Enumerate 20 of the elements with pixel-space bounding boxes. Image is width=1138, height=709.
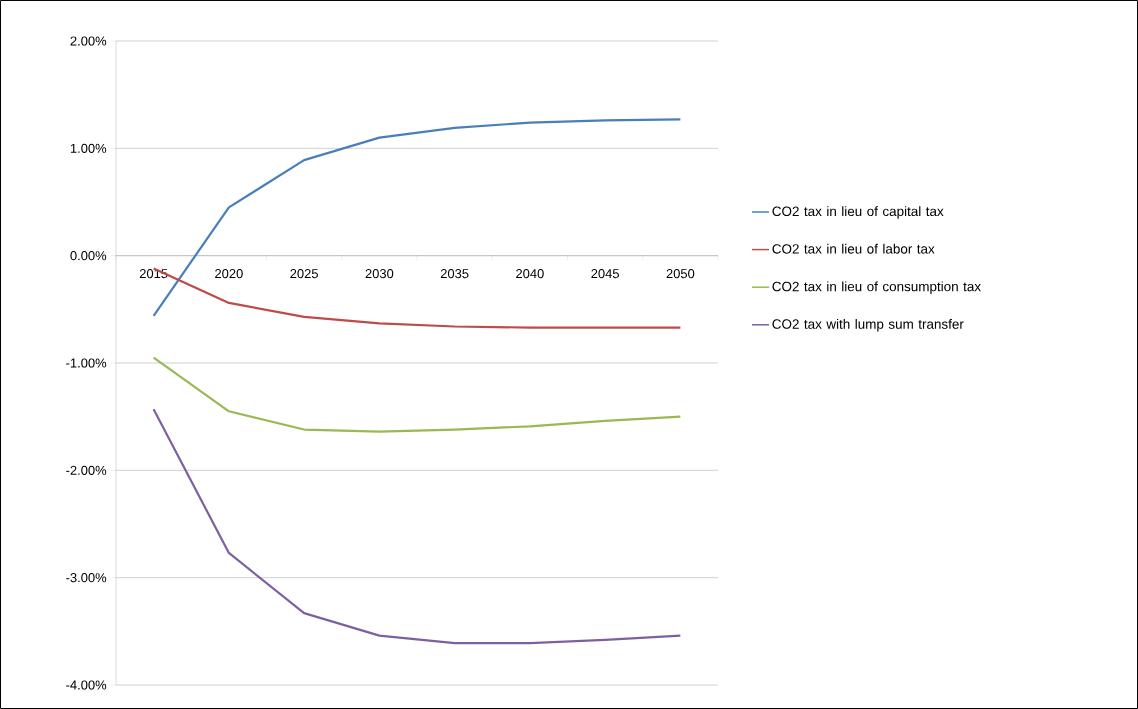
line-series <box>152 408 682 645</box>
y-tick-label: 0.00% <box>70 251 107 261</box>
y-tick-label: 2.00% <box>70 36 107 46</box>
x-tick-label: 2030 <box>365 269 394 279</box>
x-tick-label: 2045 <box>591 269 619 279</box>
legend-label: CO2 tax in lieu of consumption tax <box>772 281 981 294</box>
x-tick-label: 2040 <box>516 269 544 279</box>
y-tick-label: -3.00% <box>66 573 107 583</box>
y-tick-label: -1.00% <box>66 358 107 368</box>
x-tick-label: 2025 <box>290 269 318 279</box>
legend-label: CO2 tax in lieu of capital tax <box>772 206 944 219</box>
y-tick-label: 1.00% <box>70 143 107 153</box>
x-tick-label: 2035 <box>440 269 469 279</box>
legend-label: CO2 tax with lump sum transfer <box>772 318 964 332</box>
x-tick-label: 2050 <box>666 269 695 279</box>
y-tick-label: -4.00% <box>66 680 107 690</box>
line-series <box>152 356 682 433</box>
x-tick-label: 2020 <box>215 269 243 279</box>
legend-label: CO2 tax in lieu of labor tax <box>772 243 935 254</box>
y-tick-label: -2.00% <box>66 465 107 475</box>
